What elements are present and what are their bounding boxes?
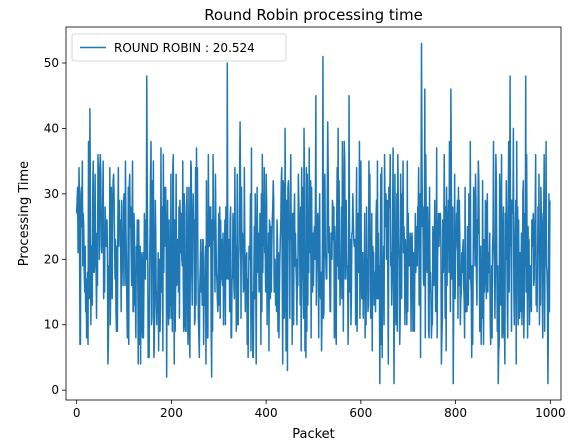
x-tick-label: 0	[73, 406, 81, 420]
x-tick-label: 600	[349, 406, 372, 420]
legend-label: ROUND ROBIN : 20.524	[114, 41, 255, 55]
x-tick-label: 200	[160, 406, 183, 420]
x-tick-label: 1000	[535, 406, 566, 420]
y-tick-label: 50	[44, 56, 59, 70]
chart-title: Round Robin processing time	[204, 6, 423, 24]
y-axis-label: Processing Time	[17, 161, 32, 266]
legend-box	[71, 33, 287, 62]
y-tick-label: 30	[44, 187, 59, 201]
x-tick-label: 800	[444, 406, 467, 420]
y-tick-label: 10	[44, 318, 59, 332]
x-axis: 0 200 400 600 800 1000	[73, 400, 566, 420]
y-axis: 0 10 20 30 40 50	[44, 56, 66, 397]
x-tick-label: 400	[255, 406, 278, 420]
legend: ROUND ROBIN : 20.524	[71, 33, 287, 62]
plot-frame	[65, 26, 562, 401]
plot-area	[75, 42, 551, 385]
y-tick-label: 20	[44, 252, 59, 266]
y-tick-label: 0	[51, 383, 59, 397]
series-line	[75, 42, 551, 385]
y-tick-label: 40	[44, 121, 59, 135]
x-axis-label: Packet	[292, 427, 335, 442]
